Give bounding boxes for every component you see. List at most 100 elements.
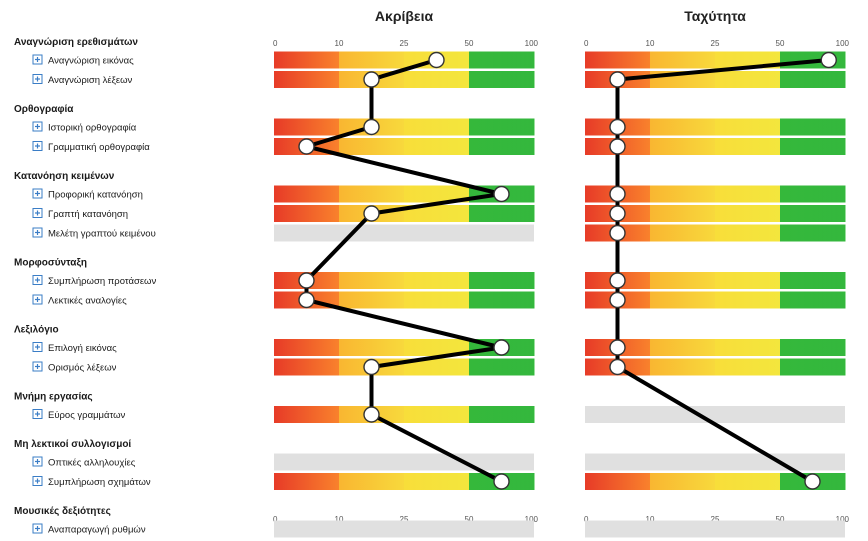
group-title: Μορφοσύνταξη	[14, 258, 87, 269]
band-segment	[339, 473, 405, 490]
group-title: Λεξιλόγιο	[14, 325, 59, 336]
band-segment	[274, 205, 340, 222]
tick-label: 50	[465, 515, 474, 524]
band-segment	[715, 224, 781, 242]
data-point	[298, 291, 315, 309]
band-segment	[469, 406, 534, 423]
data-point	[804, 473, 821, 490]
empty-bar	[274, 453, 534, 471]
tick-label: 100	[836, 39, 850, 48]
tick-label: 25	[400, 515, 409, 524]
band-segment	[780, 185, 845, 203]
tick-label: 25	[400, 39, 409, 48]
band-segment	[339, 51, 405, 69]
group-title: Αναγνώριση ερεθισμάτων	[14, 37, 138, 48]
band-segment	[650, 473, 716, 490]
band-segment	[715, 272, 781, 289]
band-segment	[404, 205, 470, 222]
data-point	[493, 473, 510, 490]
row-label: Επιλογή εικόνας	[48, 343, 117, 354]
band-segment	[715, 358, 781, 376]
row-label: Προφορική κατανόηση	[48, 190, 143, 201]
band-segment	[585, 473, 651, 490]
band-segment	[404, 291, 470, 309]
group-title: Μνήμη εργασίας	[14, 392, 93, 403]
band-segment	[274, 71, 340, 88]
band-segment	[469, 205, 534, 222]
band-segment	[715, 71, 781, 88]
band-segment	[469, 138, 534, 155]
tick-label: 10	[646, 515, 655, 524]
band-segment	[650, 138, 716, 155]
band-segment	[715, 118, 781, 136]
band-segment	[404, 138, 470, 155]
group-title: Μουσικές δεξιότητες	[14, 506, 111, 517]
row-label: Αναγνώριση εικόνας	[48, 56, 134, 67]
empty-bar	[274, 224, 534, 242]
panel-title: Ακρίβεια	[375, 8, 434, 24]
tick-label: 100	[525, 515, 539, 524]
band-segment	[650, 339, 716, 356]
band-segment	[650, 291, 716, 309]
band-segment	[780, 291, 845, 309]
band-segment	[780, 138, 845, 155]
band-segment	[339, 339, 405, 356]
band-segment	[715, 205, 781, 222]
band-segment	[274, 339, 340, 356]
band-segment	[274, 51, 340, 69]
row-label: Οπτικές αλληλουχίες	[48, 458, 136, 469]
band-segment	[339, 185, 405, 203]
band-segment	[404, 473, 470, 490]
data-point	[363, 205, 380, 222]
band-segment	[469, 71, 534, 88]
tick-label: 25	[711, 515, 720, 524]
group-title: Κατανόηση κειμένων	[14, 171, 115, 182]
band-segment	[715, 291, 781, 309]
band-segment	[780, 205, 845, 222]
row-label: Συμπλήρωση προτάσεων	[48, 276, 156, 287]
tick-label: 50	[776, 39, 785, 48]
band-segment	[404, 272, 470, 289]
tick-label: 10	[335, 515, 344, 524]
empty-bar	[585, 520, 845, 538]
data-point	[363, 118, 380, 136]
band-segment	[650, 224, 716, 242]
band-segment	[404, 406, 470, 423]
band-segment	[715, 473, 781, 490]
row-label: Γραμματική ορθογραφία	[48, 142, 150, 153]
data-point	[609, 138, 626, 155]
band-segment	[404, 358, 470, 376]
band-segment	[274, 118, 340, 136]
row-label: Λεκτικές αναλογίες	[48, 296, 127, 307]
row-label: Ιστορική ορθογραφία	[48, 123, 137, 134]
tick-label: 0	[273, 515, 278, 524]
data-point	[609, 339, 626, 356]
band-segment	[780, 224, 845, 242]
row-label: Αναπαραγωγή ρυθμών	[48, 525, 146, 536]
band-segment	[404, 71, 470, 88]
band-segment	[650, 51, 716, 69]
data-point	[609, 71, 626, 88]
data-point	[298, 138, 315, 155]
band-segment	[469, 118, 534, 136]
panel-title: Ταχύτητα	[684, 8, 746, 24]
data-point	[363, 406, 380, 423]
data-point	[363, 358, 380, 376]
tick-label: 0	[584, 515, 589, 524]
data-point	[609, 291, 626, 309]
tick-label: 0	[273, 39, 278, 48]
tick-label: 50	[465, 39, 474, 48]
band-segment	[339, 291, 405, 309]
band-segment	[650, 118, 716, 136]
tick-label: 25	[711, 39, 720, 48]
group-title: Μη λεκτικοί συλλογισμοί	[14, 439, 131, 450]
band-segment	[715, 138, 781, 155]
group-title: Ορθογραφία	[14, 104, 74, 115]
empty-bar	[585, 453, 845, 471]
data-point	[493, 185, 510, 203]
band-segment	[469, 272, 534, 289]
band-segment	[274, 358, 340, 376]
data-point	[428, 51, 445, 69]
band-segment	[274, 473, 340, 490]
